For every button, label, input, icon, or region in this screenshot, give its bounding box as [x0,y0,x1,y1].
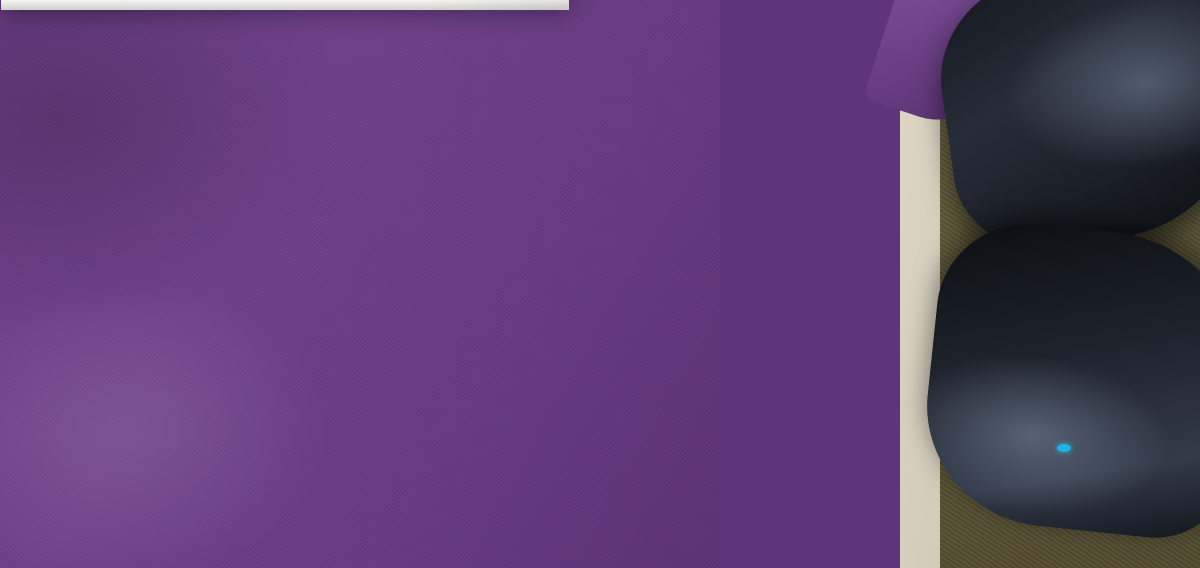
tablecloth-texture [0,0,720,568]
menu-page: Starters SANGAM SUPER STARTER (FOR 4 PER… [1,0,569,10]
purple-tablecloth [0,0,720,568]
blue-highlight [1057,444,1071,452]
menu-booklet: Starters SANGAM SUPER STARTER (FOR 4 PER… [1,0,881,10]
menu-spine [1,0,569,10]
